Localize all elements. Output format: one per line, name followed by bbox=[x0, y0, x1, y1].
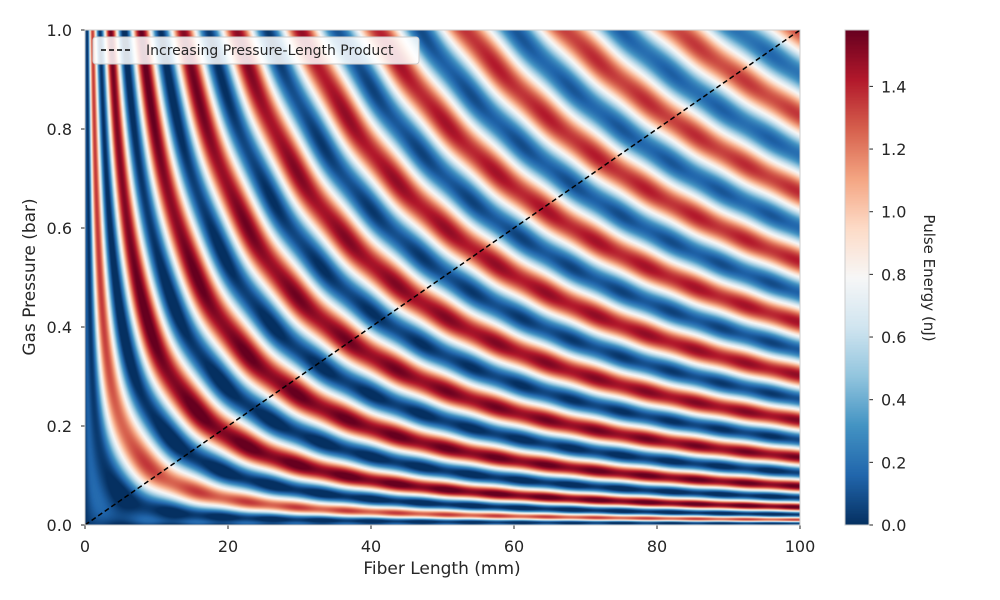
colorbar-tick-label: 0.4 bbox=[881, 391, 906, 410]
series-layer bbox=[84, 29, 801, 526]
y-tick-label: 0.8 bbox=[47, 120, 72, 139]
series-line-0 bbox=[84, 29, 801, 526]
colorbar-frame bbox=[844, 29, 870, 526]
colorbar-tick-label: 1.0 bbox=[881, 203, 906, 222]
colorbar-tick-label: 1.2 bbox=[881, 140, 906, 159]
y-tick-label: 0.0 bbox=[47, 516, 72, 535]
legend-box bbox=[92, 36, 420, 65]
legend-entry-label: Increasing Pressure-Length Product bbox=[146, 43, 394, 59]
plot-frame bbox=[84, 29, 801, 526]
x-axis-ticks: 0 20 40 60 80 100 bbox=[80, 525, 815, 556]
colorbar-tick-label: 1.4 bbox=[881, 77, 906, 96]
y-tick-label: 1.0 bbox=[47, 21, 72, 40]
colorbar-ticks: 0.0 0.2 0.4 0.6 0.8 1.0 1.2 1.4 bbox=[869, 77, 906, 535]
x-tick-label: 0 bbox=[80, 537, 90, 556]
colorbar-tick-label: 0.0 bbox=[881, 516, 906, 535]
x-tick-label: 100 bbox=[785, 537, 816, 556]
colorbar-label: Pulse Energy (nJ) bbox=[920, 214, 938, 341]
x-tick-label: 80 bbox=[647, 537, 667, 556]
colorbar-tick-label: 0.8 bbox=[881, 265, 906, 284]
colorbar-tick-label: 0.6 bbox=[881, 328, 906, 347]
x-tick-label: 60 bbox=[504, 537, 524, 556]
x-tick-label: 40 bbox=[361, 537, 381, 556]
colorbar-tick-label: 0.2 bbox=[881, 453, 906, 472]
y-tick-label: 0.6 bbox=[47, 219, 72, 238]
colorbar-image bbox=[845, 30, 869, 525]
x-axis-label: Fiber Length (mm) bbox=[363, 559, 520, 579]
y-tick-label: 0.2 bbox=[47, 417, 72, 436]
legend: Increasing Pressure-Length Product bbox=[92, 36, 420, 65]
y-axis-ticks: 0.0 0.2 0.4 0.6 0.8 1.0 bbox=[47, 21, 85, 535]
y-tick-label: 0.4 bbox=[47, 318, 72, 337]
x-tick-label: 20 bbox=[218, 537, 238, 556]
y-axis-label: Gas Pressure (bar) bbox=[20, 198, 40, 355]
